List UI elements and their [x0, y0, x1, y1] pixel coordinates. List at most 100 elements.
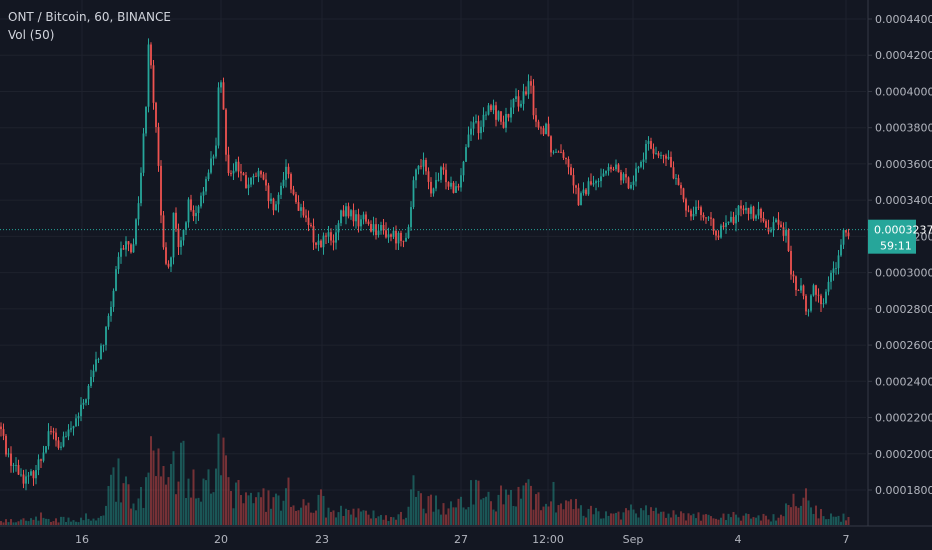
candle-body — [95, 359, 97, 371]
volume-bar — [667, 513, 670, 525]
volume-bar — [37, 520, 40, 525]
volume-bar — [265, 511, 267, 525]
candle-body — [672, 167, 675, 179]
candle-body — [10, 453, 12, 466]
candle-body — [242, 173, 245, 176]
candle-body — [547, 123, 550, 137]
candle-body — [712, 218, 715, 231]
volume-bar — [785, 503, 787, 525]
volume-bar — [87, 518, 90, 525]
candle-body — [777, 219, 780, 225]
volume-bar — [105, 505, 107, 525]
volume-bar — [797, 507, 800, 525]
candle-body — [315, 242, 317, 245]
volume-bar — [822, 516, 825, 525]
volume-bar — [740, 520, 742, 525]
volume-bar — [617, 511, 620, 525]
candle-body — [667, 156, 670, 159]
candle-body — [465, 147, 467, 162]
volume-bar — [540, 510, 542, 525]
volume-bar — [742, 515, 745, 525]
volume-bar — [805, 488, 807, 525]
volume-bar — [465, 509, 467, 525]
volume-bar — [565, 500, 567, 525]
candle-body — [595, 181, 597, 184]
x-tick-label: Sep — [623, 533, 644, 546]
volume-bar — [132, 503, 135, 525]
candle-body — [222, 82, 225, 110]
candle-body — [192, 210, 195, 217]
candle-body — [535, 115, 537, 122]
candle-body — [60, 446, 62, 448]
candle-body — [615, 164, 617, 170]
volume-bar — [537, 492, 540, 525]
volume-bar — [775, 520, 777, 525]
x-tick-label: 16 — [75, 533, 89, 546]
volume-bar — [75, 521, 77, 525]
volume-bar — [192, 469, 195, 525]
candle-body — [417, 165, 420, 170]
volume-bar — [777, 517, 780, 525]
time-axis[interactable]: 16 20 23 27 12:00 Sep 4 7 — [75, 533, 850, 546]
volume-bar — [135, 510, 137, 525]
candle-body — [787, 230, 790, 252]
volume-bar — [705, 514, 707, 525]
volume-bar — [215, 468, 217, 525]
volume-bar — [20, 519, 22, 525]
volume-bar — [170, 464, 172, 525]
volume-bar — [847, 517, 850, 525]
candle-body — [25, 476, 27, 484]
candle-body — [617, 164, 620, 173]
x-tick-label: 27 — [454, 533, 468, 546]
volume-bar — [97, 517, 100, 525]
candle-body — [497, 111, 500, 120]
y-tick-label: 0.0003000 — [875, 267, 932, 280]
candle-body — [570, 167, 572, 176]
volume-bar — [522, 485, 525, 525]
volume-bar — [180, 442, 182, 525]
candle-body — [370, 223, 372, 232]
volume-bar — [417, 490, 420, 525]
candle-body — [827, 281, 830, 292]
chart-title[interactable]: ONT / Bitcoin, 60, BINANCE — [8, 10, 171, 24]
candle-body — [612, 169, 615, 170]
volume-bar — [190, 497, 192, 525]
candle-body — [32, 471, 35, 479]
candle-body — [405, 237, 407, 242]
candle-body — [152, 65, 155, 103]
volume-bar — [100, 516, 102, 525]
volume-bar — [675, 514, 677, 525]
volume-bar — [592, 514, 595, 525]
volume-bar — [752, 517, 755, 525]
candle-body — [67, 429, 70, 437]
volume-bar — [697, 512, 700, 525]
volume-bar — [12, 522, 15, 525]
candle-body — [447, 182, 450, 187]
candle-body — [747, 207, 750, 214]
candle-body — [420, 165, 422, 167]
volume-indicator-label[interactable]: Vol (50) — [8, 28, 54, 42]
candle-body — [207, 172, 210, 180]
volume-bar — [262, 488, 265, 525]
candle-body — [297, 202, 300, 211]
volume-bar — [567, 501, 570, 525]
volume-bar — [32, 519, 35, 525]
candle-body — [770, 230, 772, 232]
candle-body — [510, 107, 512, 118]
volume-bar — [232, 508, 235, 525]
candle-body — [17, 465, 20, 475]
candle-body — [410, 207, 412, 228]
candle-body — [762, 217, 765, 222]
volume-bar — [510, 490, 512, 525]
candle-body — [820, 295, 822, 305]
candle-body — [695, 206, 697, 214]
volume-bar — [387, 520, 390, 525]
volume-bar — [7, 522, 10, 525]
candle-body — [167, 263, 170, 267]
candle-body — [745, 207, 747, 211]
candle-body — [605, 170, 607, 174]
candle-body — [567, 158, 570, 168]
candle-body — [322, 235, 325, 248]
volume-bar — [377, 516, 380, 525]
